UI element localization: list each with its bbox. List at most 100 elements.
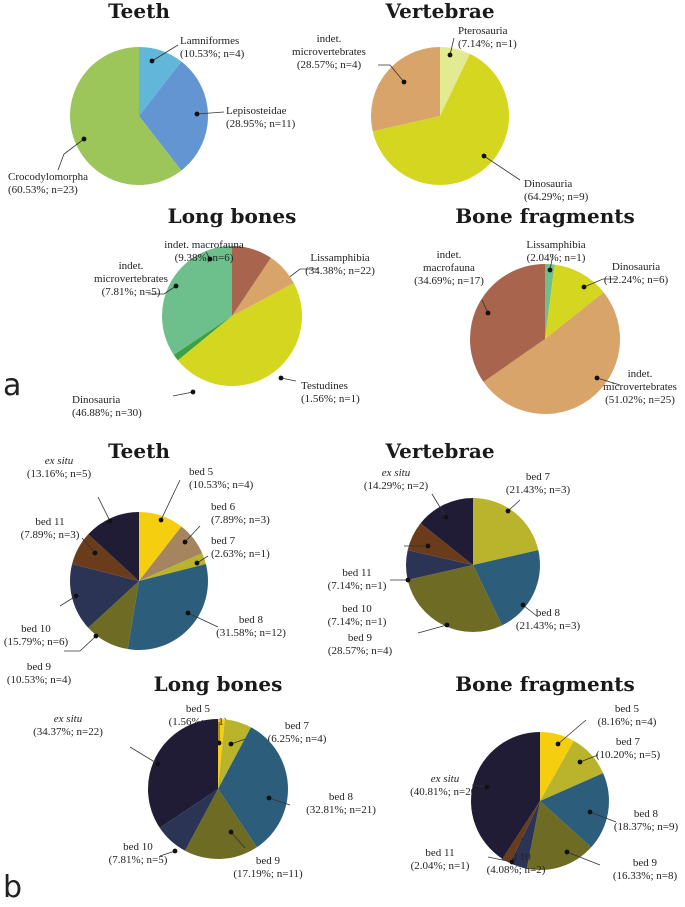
slice-label-name: Dinosauria xyxy=(524,178,572,190)
pie-slice xyxy=(159,789,218,851)
slice-label-value: (9.38%; n=6) xyxy=(175,252,234,264)
pie-slice xyxy=(483,292,621,415)
slice-label: Pterosauria (7.14%; n=1) xyxy=(458,25,517,50)
leader-line xyxy=(557,719,587,745)
slice-label-value: (28.95%; n=11) xyxy=(226,118,296,130)
chart-title: Bone fragments xyxy=(455,672,634,696)
slice-label: bed 7 (21.43%; n=3) xyxy=(506,471,571,496)
chart-title: Teeth xyxy=(108,439,170,463)
slice-label-name: ex situ xyxy=(45,455,74,467)
slice-label-name: bed 8 xyxy=(329,791,354,803)
slice-label: Dinosauria (64.29%; n=9) xyxy=(524,178,589,203)
slice-label-value: (28.57%; n=4) xyxy=(328,645,393,657)
leader-dot xyxy=(185,610,191,616)
slice-label-name: indet. xyxy=(317,33,342,45)
leader-dot xyxy=(577,759,583,765)
slice-label-value: (21.43%; n=3) xyxy=(516,620,581,632)
leader-dot xyxy=(266,795,272,801)
leader-line xyxy=(172,391,194,397)
slice-label: bed 8 (21.43%; n=3) xyxy=(516,607,581,632)
chart-title: Vertebrae xyxy=(384,439,494,463)
slice-label: indet. microvertebrates (7.81%; n=5) xyxy=(94,260,168,298)
leader-line xyxy=(566,851,601,866)
slice-label: Dinosauria (12.24%; n=6) xyxy=(604,261,669,286)
pie-slice xyxy=(372,53,510,185)
slice-label-name: Lissamphibia xyxy=(526,239,585,251)
leader-dot xyxy=(444,622,450,628)
pie-slice xyxy=(502,801,540,864)
pie-slice xyxy=(139,61,208,171)
slice-label-value: (2.04%; n=1) xyxy=(411,860,470,872)
pie-slice xyxy=(545,264,555,339)
leader-line xyxy=(129,746,159,765)
leader-line xyxy=(596,377,621,386)
pie-slice xyxy=(420,498,473,565)
slice-label-value: (6.25%; n=4) xyxy=(268,733,327,745)
leader-line xyxy=(230,831,246,849)
slice-label-value: (18.37%; n=9) xyxy=(614,821,679,833)
slice-label-name: bed 10 xyxy=(342,603,372,615)
pie-slice xyxy=(540,732,574,801)
slice-label-name: bed 5 xyxy=(615,703,640,715)
slice-label-value: (10.20%; n=5) xyxy=(596,749,661,761)
slice-label: ex situ (40.81%; n=20) xyxy=(410,773,480,798)
slice-label: bed 10 (7.81%; n=5) xyxy=(109,841,168,866)
pie-slice xyxy=(173,316,232,361)
leader-line xyxy=(487,856,513,863)
slice-label-value: (7.81%; n=5) xyxy=(109,854,168,866)
panel-label-a: a xyxy=(3,368,21,403)
slice-label-value: (64.29%; n=9) xyxy=(524,191,589,203)
slice-label-value: (7.14%; n=1) xyxy=(458,38,517,50)
slice-label-value: (14.29%; n=2) xyxy=(364,480,429,492)
chart-title: Long bones xyxy=(154,672,283,696)
slice-label-name: microvertebrates xyxy=(603,381,677,393)
leader-dot xyxy=(481,153,487,159)
slice-label-name: bed 10 xyxy=(123,841,153,853)
pie-chart: Bone fragments Lissamphibia (2.04%; n=1) Di… xyxy=(414,204,677,415)
leader-dot xyxy=(509,859,515,865)
leader-line xyxy=(579,754,599,763)
slice-label-value: (2.04%; n=1) xyxy=(527,252,586,264)
pie-chart: Vertebrae bed 7 (21.43%; n=3) bed 8 (21.43%;… xyxy=(328,439,581,657)
chart-title: Teeth xyxy=(108,0,170,23)
leader-dot xyxy=(182,539,188,545)
slice-label-value: (10.53%; n=4) xyxy=(7,674,72,686)
leader-dot xyxy=(555,741,561,747)
pie-slice xyxy=(473,498,539,565)
leader-dot xyxy=(93,633,99,639)
pie-slice xyxy=(470,264,545,382)
slice-label-value: (34.38%; n=22) xyxy=(305,265,375,277)
pie-slice xyxy=(545,264,604,339)
slice-label-name: bed 9 xyxy=(256,855,281,867)
slice-label: bed 7 (2.63%; n=1) xyxy=(211,535,270,560)
slice-label-name: ex situ xyxy=(431,773,460,785)
pie-slice xyxy=(371,47,440,132)
slice-label-value: (7.14%; n=1) xyxy=(328,616,387,628)
slice-label-name: Crocodylomorpha xyxy=(8,171,88,183)
slice-label-name: bed 5 xyxy=(189,466,214,478)
leader-line xyxy=(449,37,455,56)
slice-label: bed 9 (28.57%; n=4) xyxy=(328,632,393,657)
slice-label-value: (12.24%; n=6) xyxy=(604,274,669,286)
chart-title: Vertebrae xyxy=(384,0,494,23)
leader-dot xyxy=(425,543,431,549)
slice-label-value: (10.53%; n=4) xyxy=(189,479,254,491)
slice-label-value: (51.02%; n=25) xyxy=(605,394,675,406)
pie-slice xyxy=(177,283,302,386)
slice-label-name: ex situ xyxy=(382,467,411,479)
slice-label-value: (17.19%; n=11) xyxy=(233,868,303,880)
leader-line xyxy=(59,595,77,607)
leader-dot xyxy=(278,375,284,381)
slice-label-name: Lamniformes xyxy=(180,35,239,47)
leader-line xyxy=(81,537,96,554)
slice-label: bed 9 (16.33%; n=8) xyxy=(613,857,678,882)
slice-label: Dinosauria (46.88%; n=30) xyxy=(72,394,142,419)
slice-label-name: bed 7 xyxy=(285,720,310,732)
pie-slice xyxy=(510,801,540,869)
pie-slice xyxy=(470,731,540,859)
slice-label: Lissamphibia (34.38%; n=22) xyxy=(305,252,375,277)
leader-line xyxy=(184,525,201,543)
leader-line xyxy=(64,635,97,652)
pie-slice xyxy=(540,773,609,848)
